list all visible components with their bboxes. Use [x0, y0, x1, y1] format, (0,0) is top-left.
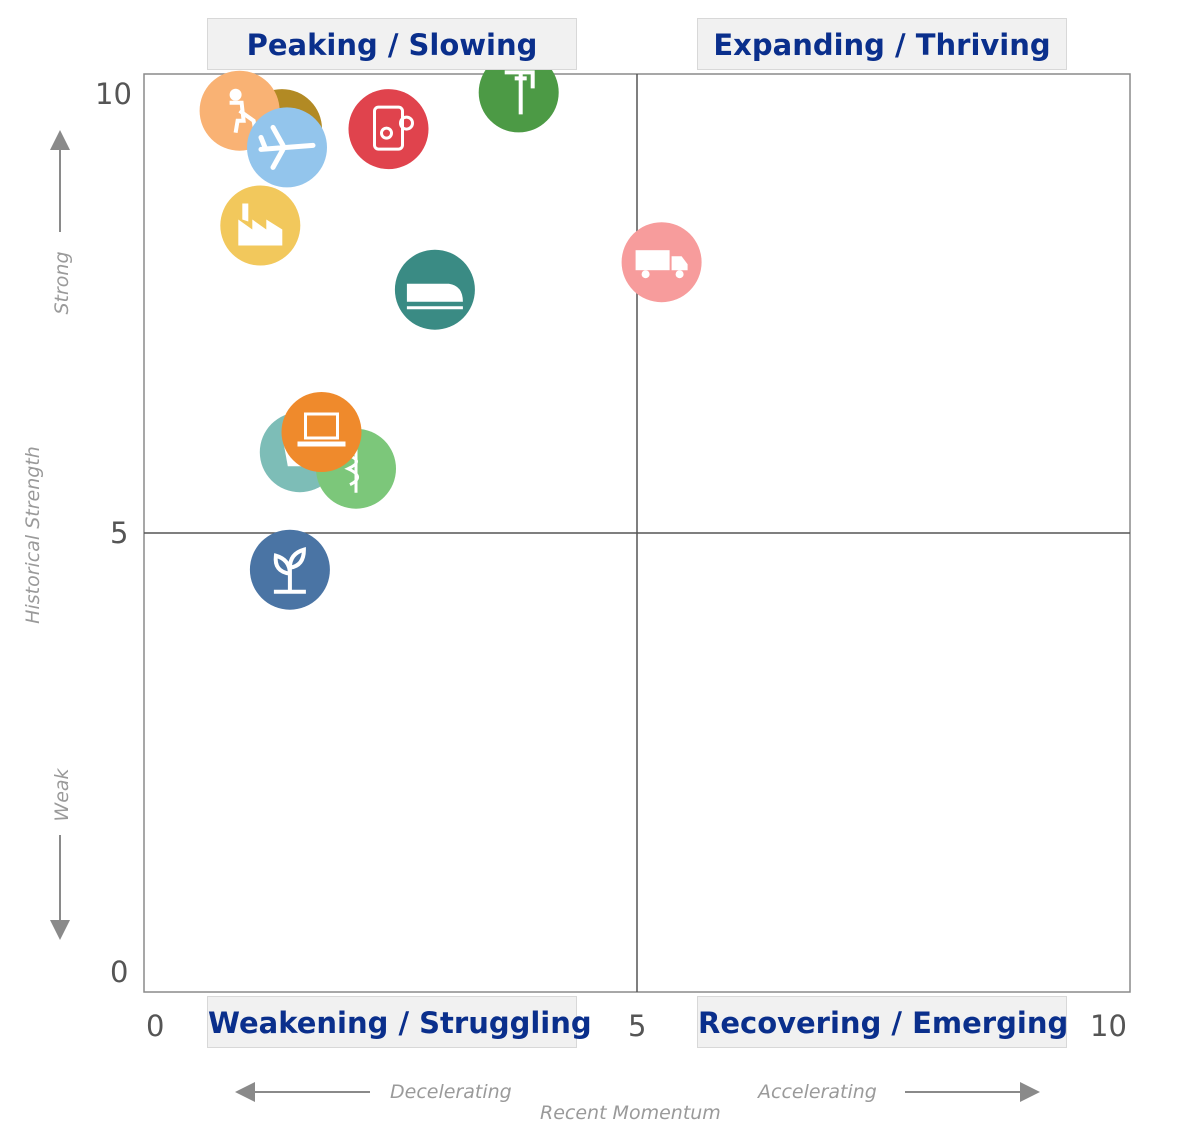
crane-icon — [504, 70, 535, 115]
data-point-airplane — [247, 107, 327, 188]
y-caption-weak: Weak — [51, 768, 73, 822]
airplane-icon — [258, 124, 316, 170]
data-point-crane — [478, 52, 559, 133]
plant-icon — [273, 547, 306, 594]
y-axis-title: Historical Strength — [22, 446, 44, 624]
data-point-truck — [621, 222, 702, 303]
quadrant-label-top-right: Expanding / Thriving — [697, 18, 1067, 70]
x-tick-5: 5 — [628, 1009, 647, 1043]
y-tick-10: 10 — [95, 77, 132, 111]
y-caption-strong: Strong — [51, 251, 73, 315]
data-point-laptop — [281, 392, 362, 472]
factory-icon — [238, 203, 283, 246]
points-layer — [199, 52, 702, 610]
x-caption-accelerating: Accelerating — [758, 1081, 877, 1103]
laptop-icon — [297, 412, 346, 447]
y-tick-0: 0 — [110, 955, 129, 989]
train-icon — [406, 283, 463, 310]
point-circle — [281, 392, 362, 472]
quadrant-label-bottom-left: Weakening / Struggling — [207, 996, 592, 1048]
quadrant-label-top-left: Peaking / Slowing — [207, 18, 577, 70]
data-point-factory — [220, 185, 301, 266]
data-point-train — [394, 249, 475, 330]
truck-icon — [635, 250, 688, 279]
medical-icon — [344, 444, 359, 493]
worker-icon — [229, 88, 258, 134]
x-tick-0: 0 — [146, 1009, 165, 1043]
quadrant-label-bottom-right: Recovering / Emerging — [697, 996, 1068, 1048]
data-point-plant — [249, 529, 330, 610]
x-axis-title: Recent Momentum — [540, 1102, 721, 1124]
x-tick-10: 10 — [1090, 1009, 1127, 1043]
y-tick-5: 5 — [110, 516, 129, 550]
data-point-tablet-gears — [348, 89, 429, 170]
tablet-gears-icon — [373, 105, 414, 151]
x-caption-decelerating: Decelerating — [390, 1081, 512, 1103]
